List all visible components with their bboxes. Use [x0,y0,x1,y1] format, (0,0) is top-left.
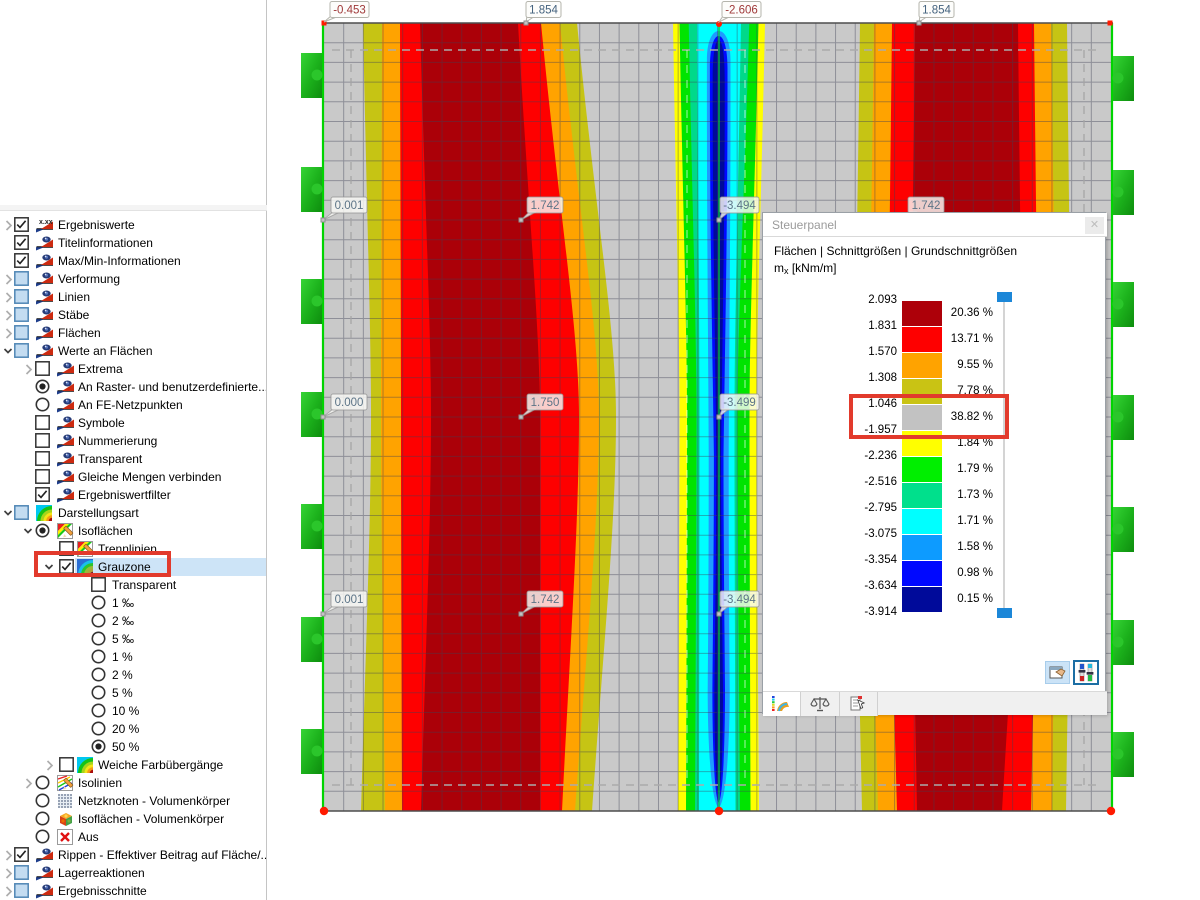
svg-text:1.742: 1.742 [531,200,560,212]
svg-text:1.742: 1.742 [531,594,560,606]
svg-text:x.xx: x.xx [39,219,53,226]
svg-text:0.001: 0.001 [335,594,364,606]
svg-text:0.001: 0.001 [335,200,364,212]
svg-text:-0.453: -0.453 [333,5,366,17]
svg-text:-3.494: -3.494 [723,200,756,212]
svg-text:1.854: 1.854 [529,5,558,17]
svg-text:-3.499: -3.499 [723,397,756,409]
svg-text:1.750: 1.750 [531,397,560,409]
svg-text:-3.494: -3.494 [723,594,756,606]
svg-text:1.742: 1.742 [912,200,941,212]
svg-text:-2.606: -2.606 [725,5,758,17]
svg-text:0.000: 0.000 [335,397,364,409]
svg-text:1.854: 1.854 [922,5,951,17]
